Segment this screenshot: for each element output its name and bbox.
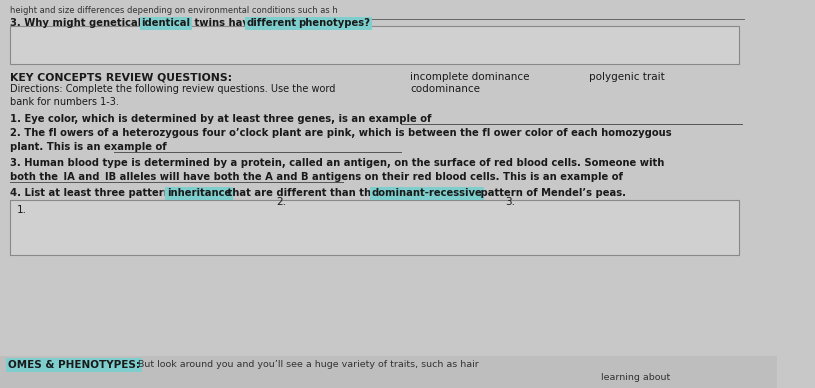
FancyBboxPatch shape [10,200,739,255]
Text: inheritance: inheritance [167,188,231,198]
Text: incomplete dominance: incomplete dominance [410,72,530,82]
Bar [0,356,778,388]
FancyBboxPatch shape [10,26,739,64]
Text: OMES & PHENOTYPES:: OMES & PHENOTYPES: [7,360,139,370]
Text: KEY CONCEPTS REVIEW QUESTIONS:: KEY CONCEPTS REVIEW QUESTIONS: [10,72,231,82]
Text: dominant-recessive: dominant-recessive [372,188,482,198]
Text: polygenic trait: polygenic trait [589,72,665,82]
Text: 4. List at least three patterns of: 4. List at least three patterns of [10,188,195,198]
Text: twins have: twins have [191,18,259,28]
Text: 2.: 2. [276,197,287,207]
Text: that are different than the: that are different than the [224,188,381,198]
Text: 3. Human blood type is determined by a protein, called an antigen, on the surfac: 3. Human blood type is determined by a p… [10,158,664,168]
Text: But look around you and you’ll see a huge variety of traits, such as hair: But look around you and you’ll see a hug… [139,360,479,369]
Text: 3. Why might genetically: 3. Why might genetically [10,18,154,28]
Text: 1.: 1. [17,205,27,215]
Text: both the  IA and  IB alleles will have both the A and B antigens on their red bl: both the IA and IB alleles will have bot… [10,172,623,182]
Text: 2. The fl owers of a heterozygous four o’clock plant are pink, which is between : 2. The fl owers of a heterozygous four o… [10,128,672,138]
Text: learning about: learning about [601,373,670,382]
Text: codominance: codominance [410,84,480,94]
Text: pattern of Mendel’s peas.: pattern of Mendel’s peas. [477,188,626,198]
Text: 1. Eye color, which is determined by at least three genes, is an example of: 1. Eye color, which is determined by at … [10,114,431,124]
Text: bank for numbers 1-3.: bank for numbers 1-3. [10,97,118,107]
Text: phenotypes?: phenotypes? [298,18,371,28]
Text: 3.: 3. [505,197,515,207]
Text: height and size differences depending on environmental conditions such as h: height and size differences depending on… [10,6,337,15]
Text: Directions: Complete the following review questions. Use the word: Directions: Complete the following revie… [10,84,335,94]
Text: different: different [246,18,296,28]
Text: identical: identical [141,18,190,28]
Text: plant. This is an example of: plant. This is an example of [10,142,166,152]
